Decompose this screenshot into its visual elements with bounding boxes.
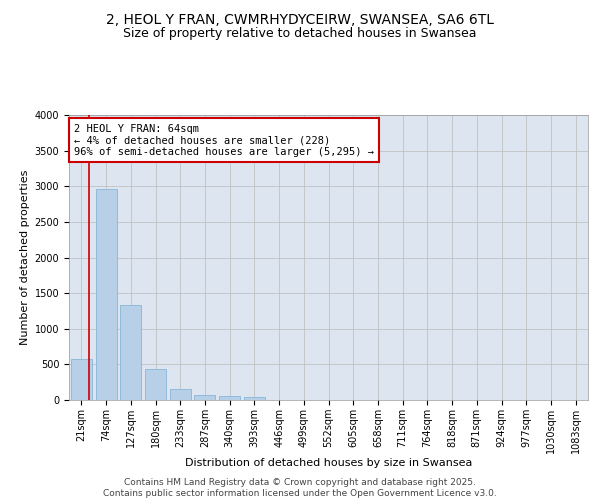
Bar	[95, 189, 116, 400]
Text: Size of property relative to detached houses in Swansea: Size of property relative to detached ho…	[123, 28, 477, 40]
Bar	[219, 396, 240, 400]
Bar	[244, 397, 265, 400]
Bar	[194, 394, 215, 400]
Text: Contains HM Land Registry data © Crown copyright and database right 2025.
Contai: Contains HM Land Registry data © Crown c…	[103, 478, 497, 498]
X-axis label: Distribution of detached houses by size in Swansea: Distribution of detached houses by size …	[185, 458, 472, 468]
Bar	[120, 305, 141, 400]
Y-axis label: Number of detached properties: Number of detached properties	[20, 170, 31, 345]
Text: 2 HEOL Y FRAN: 64sqm
← 4% of detached houses are smaller (228)
96% of semi-detac: 2 HEOL Y FRAN: 64sqm ← 4% of detached ho…	[74, 124, 374, 157]
Text: 2, HEOL Y FRAN, CWMRHYDYCEIRW, SWANSEA, SA6 6TL: 2, HEOL Y FRAN, CWMRHYDYCEIRW, SWANSEA, …	[106, 12, 494, 26]
Bar	[145, 370, 166, 400]
Bar	[170, 389, 191, 400]
Bar	[71, 358, 92, 400]
